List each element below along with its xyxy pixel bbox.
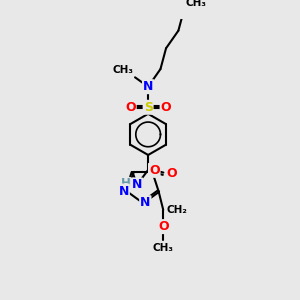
Text: H: H xyxy=(121,178,130,190)
Text: N: N xyxy=(143,80,153,93)
Text: N: N xyxy=(132,178,142,191)
Text: O: O xyxy=(166,167,177,180)
Text: CH₃: CH₃ xyxy=(186,0,207,8)
Text: S: S xyxy=(144,101,153,114)
Text: O: O xyxy=(149,164,160,177)
Text: CH₃: CH₃ xyxy=(112,65,133,76)
Text: O: O xyxy=(160,101,171,114)
Text: CH₂: CH₂ xyxy=(167,205,188,215)
Text: N: N xyxy=(140,196,151,209)
Text: N: N xyxy=(118,184,129,198)
Text: O: O xyxy=(159,220,170,233)
Text: O: O xyxy=(125,101,136,114)
Text: CH₃: CH₃ xyxy=(153,242,174,253)
